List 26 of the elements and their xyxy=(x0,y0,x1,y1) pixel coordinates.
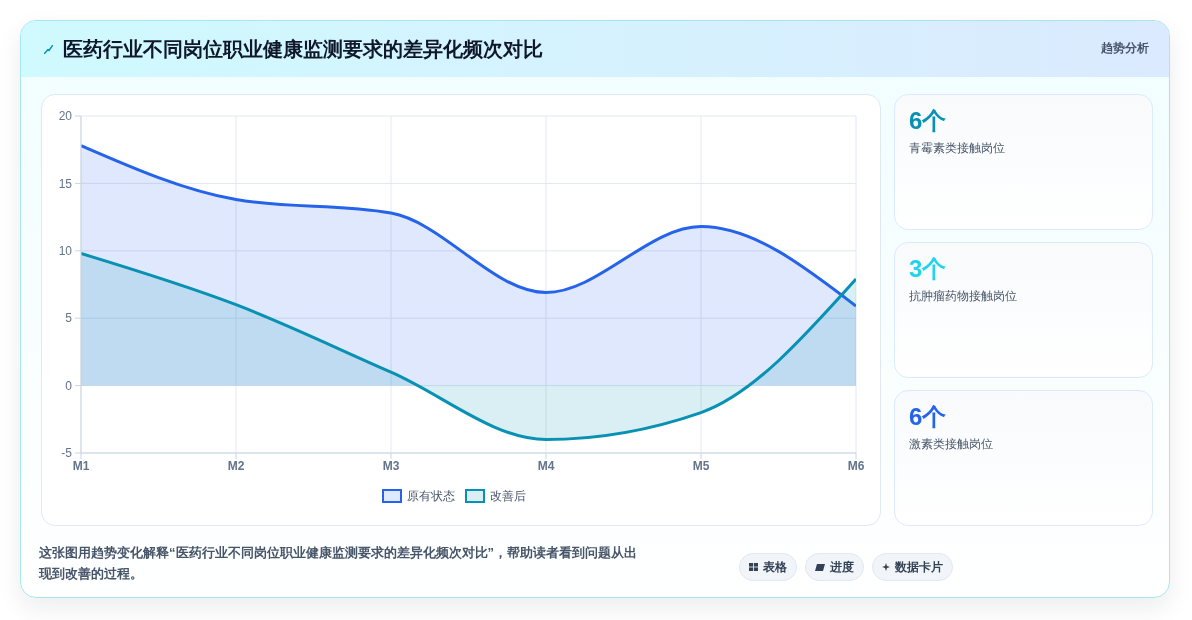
y-tick-label: 0 xyxy=(65,378,73,393)
x-tick-label: M5 xyxy=(692,458,710,473)
category-label: 抗肿瘤药物接触岗位 xyxy=(909,288,1017,305)
legend-label: 原有状态 xyxy=(406,487,455,505)
legend-label: 改善后 xyxy=(489,487,526,505)
text: 6个 xyxy=(909,403,947,430)
x-tick-label: M3 xyxy=(382,458,400,473)
text: 这张图用趋势变化解释“医药行业不同岗位职业健康监测要求的差异化频次对比”，帮助读者看到问题从出现到改善的过程。 xyxy=(39,544,638,583)
x-tick-label: M2 xyxy=(227,458,245,473)
y-tick-label: 5 xyxy=(65,311,73,326)
y-tick-label: 15 xyxy=(58,176,73,191)
text: 6个 xyxy=(909,107,947,134)
text: 趋势分析 xyxy=(1101,40,1149,56)
x-tick-label: M6 xyxy=(847,458,865,473)
text: 进度 xyxy=(830,558,854,576)
text: 数据卡片 xyxy=(895,558,943,576)
x-tick-label: M4 xyxy=(537,458,555,473)
y-tick-label: 20 xyxy=(58,109,73,124)
y-tick-label: 10 xyxy=(58,244,73,259)
x-tick-label: M1 xyxy=(72,458,90,473)
text: 3个 xyxy=(909,255,947,282)
y-tick-label: -5 xyxy=(61,446,73,461)
category-label: 青霉素类接触岗位 xyxy=(909,140,1005,157)
chart-title: 医药行业不同岗位职业健康监测要求的差异化频次对比 xyxy=(63,37,543,62)
category-label: 激素类接触岗位 xyxy=(909,436,993,453)
text: 表格 xyxy=(763,558,787,576)
